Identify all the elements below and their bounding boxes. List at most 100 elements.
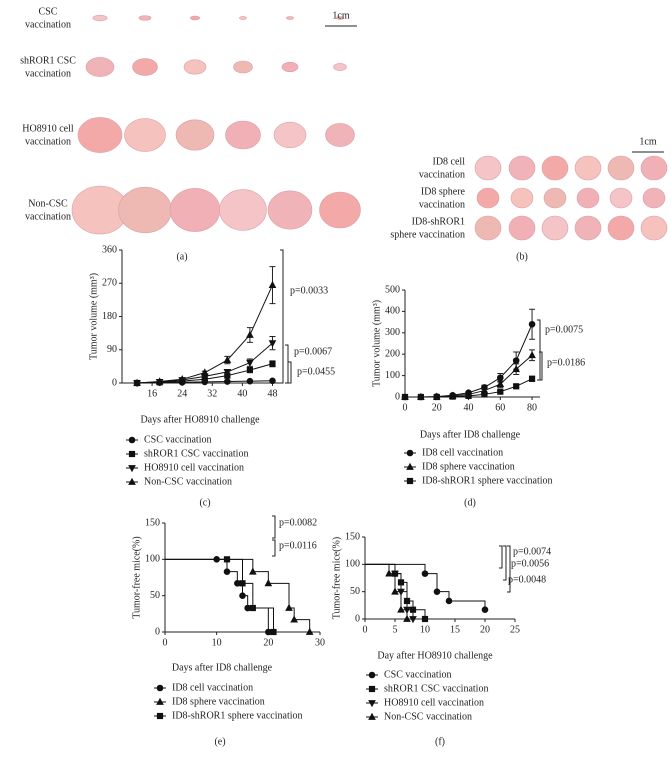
marker <box>409 616 417 624</box>
marker <box>305 627 314 635</box>
marker <box>391 587 399 595</box>
y-tick-label: 400 <box>385 306 400 317</box>
marker <box>512 357 520 364</box>
legend-label: HO8910 cell vaccination <box>384 697 484 708</box>
legend-label: HO8910 cell vaccination <box>144 462 244 473</box>
y-tick-label: 50 <box>350 586 360 597</box>
tumor <box>92 14 108 22</box>
marker <box>224 378 231 385</box>
tumor <box>510 187 534 209</box>
y-tick-label: 360 <box>102 244 117 255</box>
p-value: p=0.0116 <box>279 540 317 551</box>
legend-label: CSC vaccination <box>144 434 212 445</box>
x-tick-label: 10 <box>420 624 430 635</box>
marker <box>513 383 520 390</box>
marker <box>269 360 276 367</box>
panel-label: (b) <box>516 251 528 262</box>
legend-marker <box>368 671 376 679</box>
x-axis-label: Days after ID8 challenge <box>420 429 521 440</box>
tumor <box>640 215 668 241</box>
marker <box>528 375 536 382</box>
marker <box>223 556 231 563</box>
marker <box>481 606 489 614</box>
series-line <box>165 558 311 632</box>
tumor <box>325 123 355 147</box>
marker <box>528 320 536 328</box>
y-axis-label: Tumor volume (mm³) <box>371 300 382 387</box>
marker <box>264 579 273 587</box>
x-axis-label: Day after HO8910 challenge <box>377 650 493 661</box>
p-value: p=0.0455 <box>297 366 335 377</box>
scale-label: 1cm <box>332 10 349 21</box>
tumor <box>640 155 668 181</box>
x-tick-label: 32 <box>207 388 217 399</box>
tumor <box>189 15 201 21</box>
tumor <box>543 187 567 209</box>
x-tick-label: 20 <box>432 402 442 413</box>
marker <box>265 628 272 636</box>
x-tick-label: 20 <box>263 637 273 648</box>
marker <box>244 604 251 612</box>
tumor <box>286 16 294 20</box>
tumor <box>169 188 221 232</box>
marker <box>481 391 488 398</box>
tumor <box>607 155 635 181</box>
marker <box>403 614 411 622</box>
y-axis-label: Tumor volume (mm³) <box>88 273 99 360</box>
x-tick-label: 0 <box>363 624 368 635</box>
tumor <box>138 15 152 21</box>
legend-marker <box>406 477 414 485</box>
tumor <box>281 61 299 73</box>
p-bracket <box>499 545 503 569</box>
panel-label: (e) <box>214 736 225 747</box>
legend-label: ID8-shROR1 sphere vaccination <box>172 710 303 721</box>
row-label: Non-CSC <box>28 198 68 209</box>
x-tick-label: 5 <box>393 624 398 635</box>
legend-marker <box>128 450 136 458</box>
x-tick-label: 25 <box>510 624 520 635</box>
tumor <box>183 59 207 75</box>
marker <box>223 369 232 377</box>
y-tick-label: 200 <box>385 348 400 359</box>
tumor <box>508 155 536 181</box>
y-tick-label: 180 <box>102 311 117 322</box>
p-value: p=0.0186 <box>547 357 585 368</box>
marker <box>401 393 409 401</box>
y-tick-label: 50 <box>150 590 160 601</box>
marker <box>528 351 536 359</box>
row-label: shROR1 CSC <box>20 55 76 66</box>
legend-marker <box>156 697 164 705</box>
panel-label: (c) <box>199 497 210 508</box>
tumor <box>476 187 500 209</box>
y-tick-label: 0 <box>395 391 400 402</box>
panel-label: (a) <box>176 251 187 262</box>
p-bracket <box>537 319 541 381</box>
marker <box>246 359 254 367</box>
series-line <box>165 558 274 632</box>
tumor <box>336 16 344 20</box>
x-tick-label: 40 <box>237 388 247 399</box>
x-tick-label: 60 <box>495 402 505 413</box>
marker <box>270 628 277 636</box>
legend-marker <box>156 684 164 692</box>
p-value: p=0.0075 <box>545 324 583 335</box>
y-axis-label: Tumor-free mice(%) <box>331 537 342 619</box>
marker <box>445 597 453 605</box>
tumor <box>219 189 267 231</box>
legend-label: ID8 sphere vaccination <box>172 696 265 707</box>
x-tick-label: 24 <box>177 388 187 399</box>
p-value: p=0.0082 <box>279 517 317 528</box>
y-tick-label: 300 <box>385 327 400 338</box>
marker <box>246 377 254 385</box>
row-label: vaccination <box>419 169 465 180</box>
p-bracket <box>272 515 276 539</box>
marker <box>290 615 299 623</box>
legend-label: ID8 cell vaccination <box>422 447 503 458</box>
p-bracket <box>288 361 292 384</box>
marker <box>133 378 141 386</box>
legend-label: ID8 sphere vaccination <box>422 461 515 472</box>
legend-marker <box>406 462 414 470</box>
tumor <box>225 120 261 150</box>
legend-label: CSC vaccination <box>384 669 452 680</box>
